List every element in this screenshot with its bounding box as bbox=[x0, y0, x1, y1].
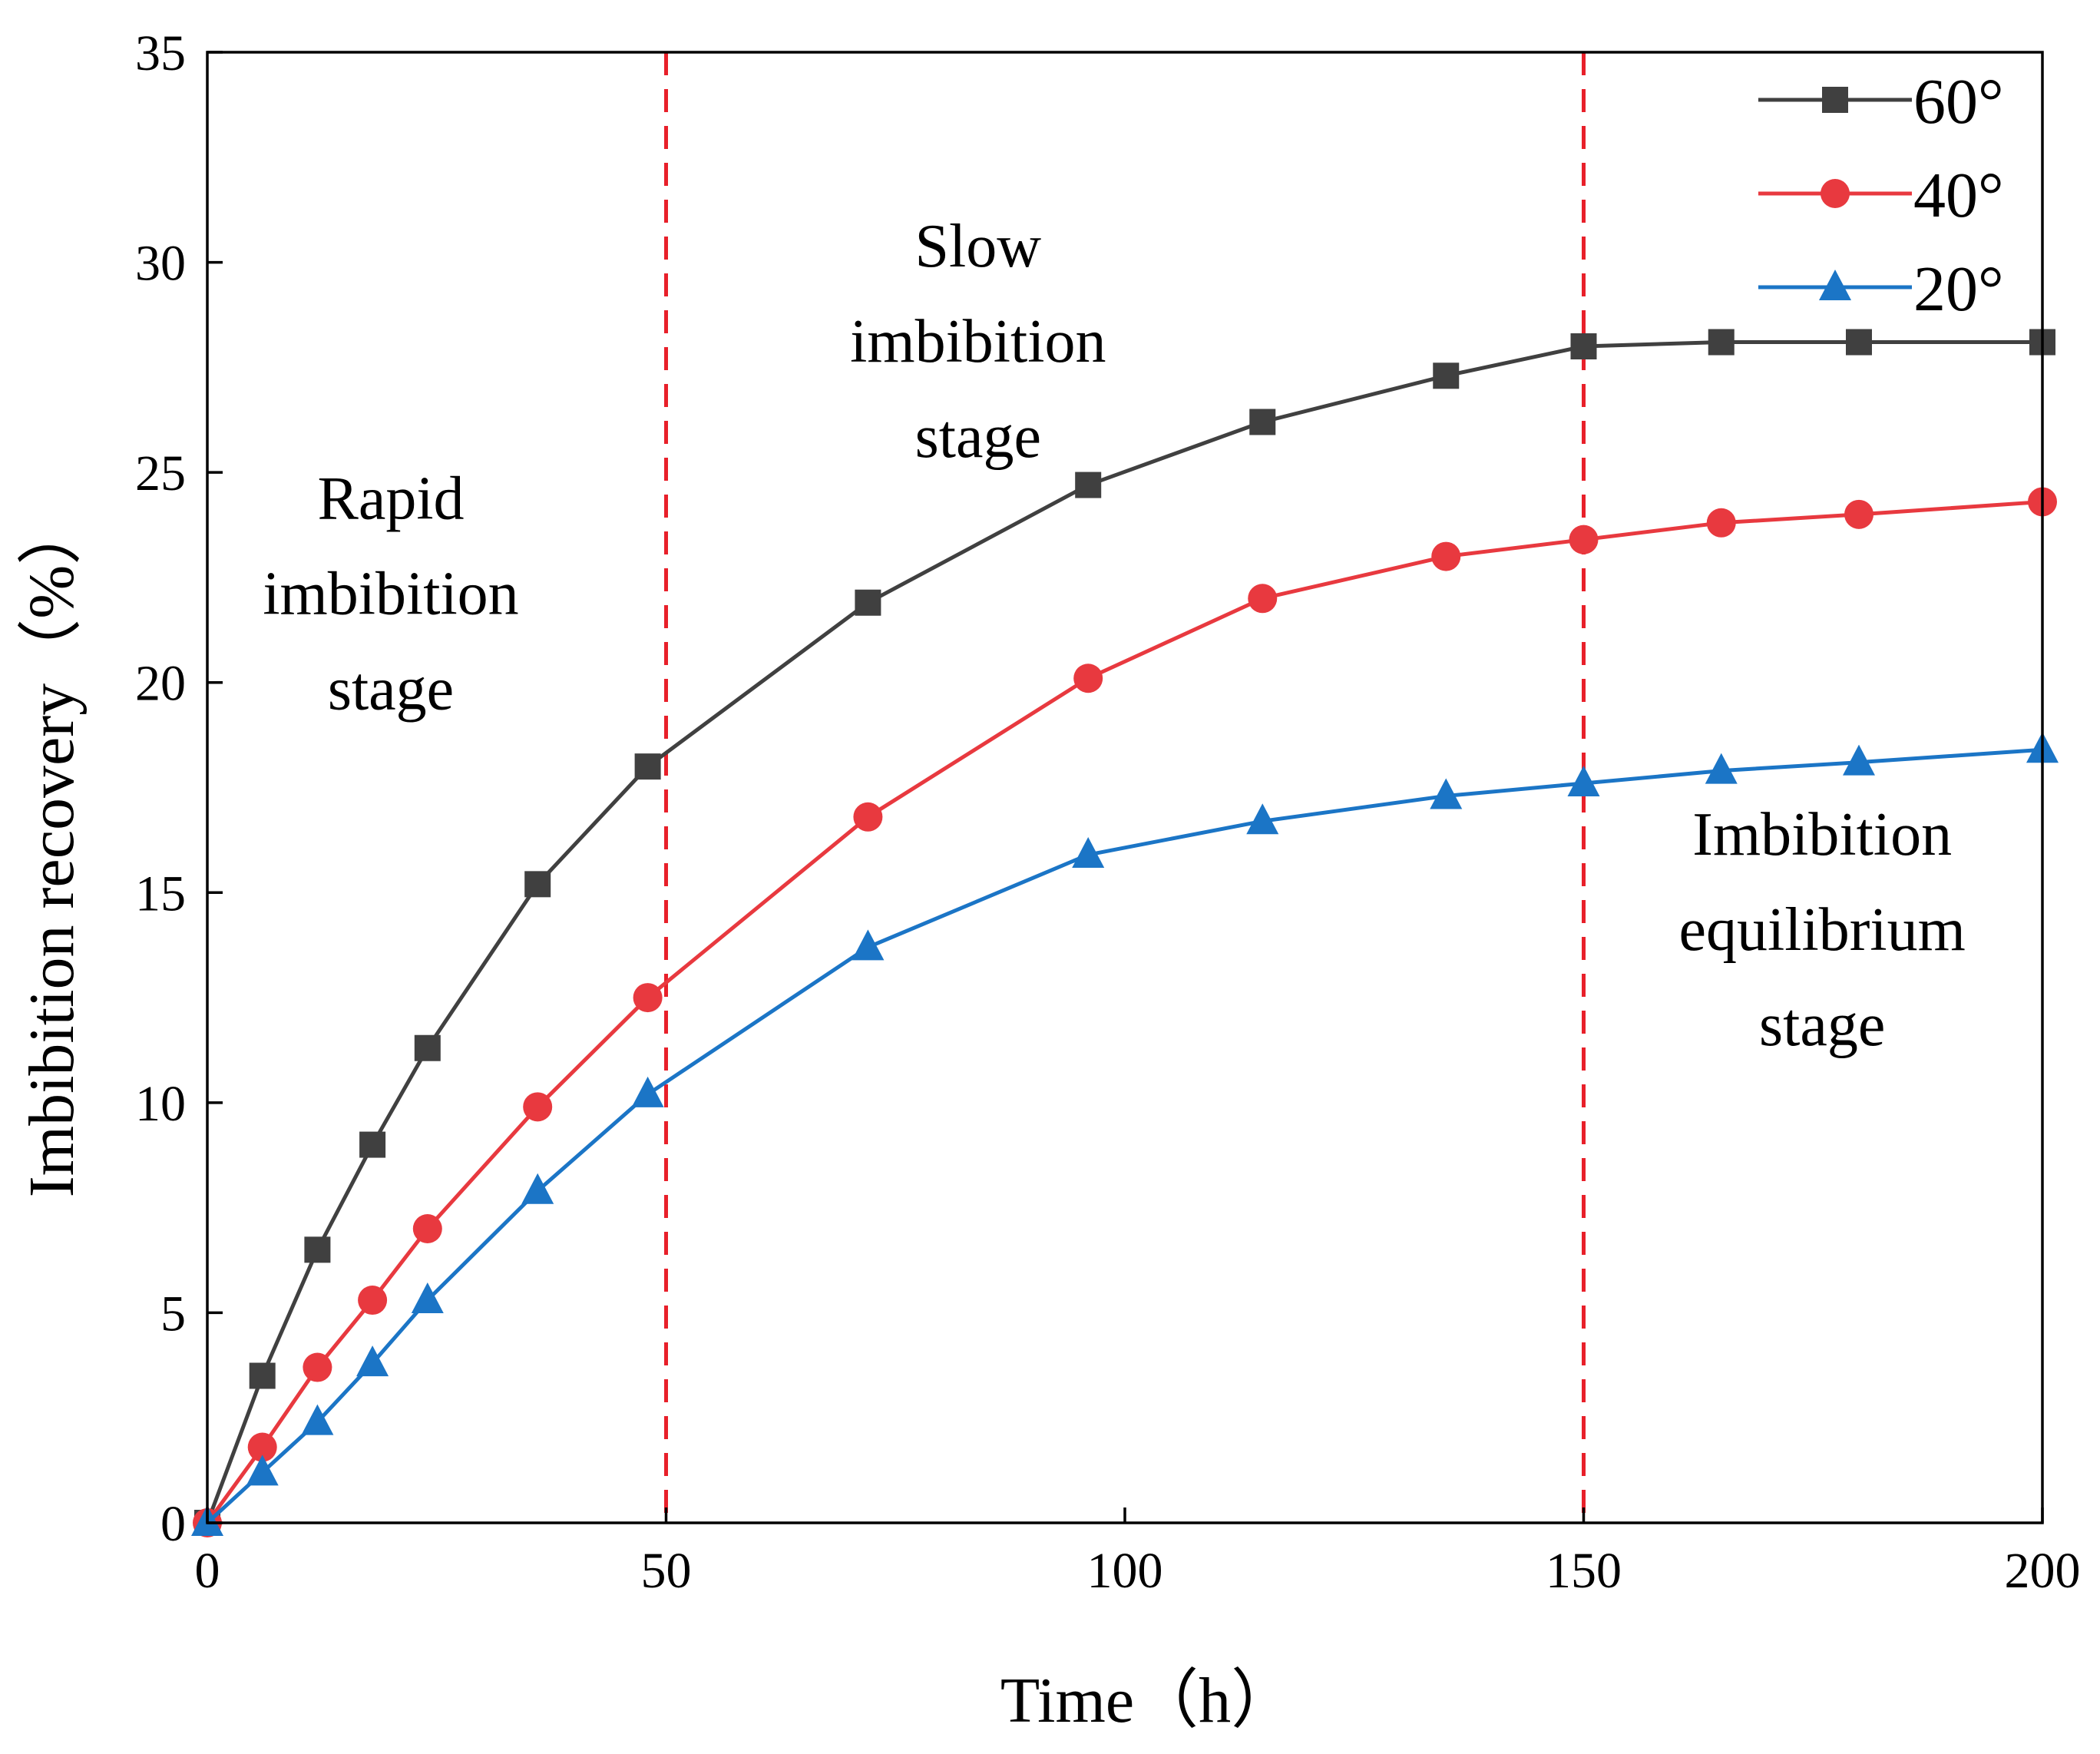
y-axis-title: Imbibition recovery（%） bbox=[16, 501, 88, 1197]
legend-label-2: 40° bbox=[1913, 160, 2004, 231]
x-tick-label-0: 0 bbox=[195, 1543, 220, 1599]
data-point-3-3 bbox=[301, 1404, 334, 1435]
data-point-3-5 bbox=[411, 1282, 444, 1314]
legend-marker-2 bbox=[1821, 179, 1850, 208]
data-point-3-12 bbox=[1567, 766, 1600, 797]
legend-item-2: 40° bbox=[1758, 160, 2004, 231]
data-point-3-7 bbox=[631, 1076, 664, 1107]
data-point-3-8 bbox=[852, 929, 885, 961]
data-point-2-3 bbox=[303, 1352, 332, 1382]
data-point-1-3 bbox=[304, 1236, 331, 1263]
data-point-2-13 bbox=[1706, 508, 1736, 538]
data-point-2-12 bbox=[1569, 525, 1599, 554]
data-point-1-11 bbox=[1433, 362, 1460, 389]
stage-divider-lines bbox=[664, 52, 1586, 1523]
x-tick-label-50: 50 bbox=[641, 1543, 692, 1599]
data-point-1-7 bbox=[634, 753, 661, 780]
legend-item-3: 20° bbox=[1758, 253, 2004, 325]
legend-label-1: 60° bbox=[1913, 66, 2004, 137]
data-point-2-14 bbox=[1844, 499, 1873, 529]
data-point-1-4 bbox=[359, 1131, 386, 1158]
data-point-1-10 bbox=[1249, 409, 1276, 435]
legend-item-1: 60° bbox=[1758, 66, 2004, 137]
y-tick-label-15: 15 bbox=[135, 865, 186, 922]
y-tick-label-10: 10 bbox=[135, 1076, 186, 1132]
data-point-1-5 bbox=[414, 1034, 441, 1061]
y-tick-label-0: 0 bbox=[160, 1496, 186, 1552]
y-tick-label-20: 20 bbox=[135, 656, 186, 712]
axes bbox=[206, 51, 2044, 1524]
data-point-1-2 bbox=[249, 1362, 276, 1389]
series-layer bbox=[191, 329, 2059, 1537]
legend-marker-1 bbox=[1822, 87, 1848, 113]
data-point-2-11 bbox=[1431, 541, 1461, 571]
annotation-2-line-1: Slow bbox=[915, 213, 1042, 280]
data-point-2-2 bbox=[247, 1432, 277, 1462]
x-axis-title: Time（h） bbox=[1000, 1665, 1295, 1736]
data-point-2-4 bbox=[358, 1286, 388, 1316]
series-1 bbox=[194, 329, 2055, 1536]
data-point-2-10 bbox=[1248, 584, 1278, 614]
x-tick-label-100: 100 bbox=[1087, 1543, 1163, 1599]
data-point-2-8 bbox=[853, 802, 883, 832]
data-point-3-4 bbox=[356, 1345, 389, 1377]
data-point-3-9 bbox=[1072, 837, 1105, 869]
data-point-1-9 bbox=[1075, 472, 1102, 498]
data-point-3-10 bbox=[1246, 803, 1279, 835]
data-point-1-14 bbox=[1846, 329, 1872, 356]
data-point-3-2 bbox=[246, 1454, 279, 1486]
annotation-3-line-2: equilibrium bbox=[1679, 896, 1966, 964]
series-3 bbox=[191, 732, 2059, 1536]
data-point-3-11 bbox=[1430, 778, 1463, 809]
x-tick-label-150: 150 bbox=[1546, 1543, 1622, 1599]
annotation-2-line-2: imbibition bbox=[850, 308, 1106, 376]
x-tick-label-200: 200 bbox=[2005, 1543, 2081, 1599]
stage-annotations: Rapid imbibition stage Slow imbibition stage I… bbox=[263, 213, 1966, 1059]
y-tick-label-35: 35 bbox=[135, 25, 186, 81]
annotation-3-line-3: stage bbox=[1759, 991, 1885, 1059]
legend-label-3: 20° bbox=[1913, 253, 2004, 325]
data-point-1-13 bbox=[1708, 329, 1735, 356]
annotation-2-line-3: stage bbox=[915, 403, 1041, 471]
y-tick-label-5: 5 bbox=[160, 1286, 186, 1342]
data-point-3-14 bbox=[1843, 744, 1875, 776]
y-tick-label-30: 30 bbox=[135, 236, 186, 292]
series-2 bbox=[193, 487, 2057, 1537]
annotation-3-line-1: Imbibition bbox=[1692, 801, 1952, 869]
data-point-1-12 bbox=[1570, 333, 1597, 359]
data-point-1-8 bbox=[855, 589, 881, 616]
legend-marker-3 bbox=[1819, 270, 1851, 300]
annotation-1-line-2: imbibition bbox=[263, 560, 518, 627]
legend: 60° 40° 20° bbox=[1758, 66, 2004, 325]
data-point-2-5 bbox=[412, 1214, 442, 1243]
annotation-1-line-1: Rapid bbox=[317, 465, 464, 532]
data-point-2-9 bbox=[1073, 664, 1103, 693]
annotation-1-line-3: stage bbox=[328, 655, 454, 723]
y-tick-label-25: 25 bbox=[135, 445, 186, 501]
data-point-3-13 bbox=[1705, 753, 1738, 784]
data-point-2-6 bbox=[523, 1092, 553, 1122]
tick-labels: 0 50 100 150 200 0 5 10 15 20 25 30 35 bbox=[135, 25, 2081, 1599]
data-point-3-6 bbox=[521, 1173, 554, 1204]
data-point-2-7 bbox=[633, 983, 663, 1013]
data-point-1-6 bbox=[524, 871, 551, 898]
